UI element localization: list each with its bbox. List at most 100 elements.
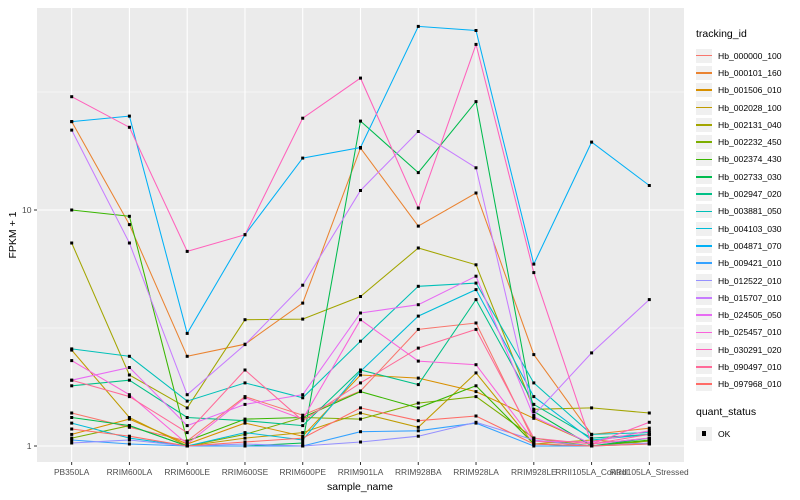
point-Hb_002131_040 [70,241,74,245]
point-Hb_009421_010 [127,442,131,446]
point-Hb_097968_010 [301,436,305,440]
point-Hb_024505_050 [243,402,247,406]
legend-line-swatch [696,169,712,184]
point-Hb_024505_050 [127,366,131,369]
point-Hb_024505_050 [359,311,362,315]
point-Hb_001506_010 [416,376,420,380]
legend-line-swatch [696,342,712,357]
point-Hb_002374_430 [301,416,305,419]
point-Hb_002232_450 [359,417,362,421]
point-Hb_001506_010 [70,432,74,436]
legend-title-quant-status: quant_status [696,405,757,418]
legend-item-label: Hb_000000_100 [718,50,782,61]
point-Hb_015707_010 [301,283,305,287]
point-Hb_002131_040 [416,246,420,250]
point-Hb_002131_040 [127,373,131,377]
legend-line-swatch [696,83,712,98]
point-Hb_000101_160 [474,191,478,195]
point-Hb_002131_040 [474,263,478,267]
point-Hb_002028_100 [243,436,247,440]
legend-line-swatch [696,221,712,236]
point-Hb_002374_430 [416,406,420,410]
legend-item: Hb_002131_040 [696,116,798,133]
point-Hb_002947_020 [127,378,131,382]
point-Hb_004103_030 [474,288,478,292]
point-Hb_004871_070 [532,262,536,266]
legend-items: Hb_000000_100 Hb_000101_160 Hb_001506_010 H… [696,47,798,393]
legend-item-label: Hb_090497_010 [718,361,782,372]
legend-item-label: Hb_002374_430 [718,154,782,165]
legend-item: Hb_003881_050 [696,203,798,220]
point-Hb_025457_010 [416,359,420,363]
point-Hb_090497_010 [127,395,131,399]
point-Hb_024505_050 [185,424,189,428]
point-Hb_002374_430 [474,384,478,388]
x-tick-label: PB350LA [54,467,90,477]
point-Hb_097968_010 [359,406,362,410]
point-Hb_025457_010 [243,396,247,400]
point-Hb_004871_070 [301,156,305,160]
point-Hb_024505_050 [647,436,651,440]
point-Hb_004871_070 [474,29,478,32]
point-Hb_000101_160 [185,354,189,358]
point-Hb_003881_050 [301,396,305,400]
point-Hb_015707_010 [590,351,594,355]
point-Hb_012522_010 [243,442,247,446]
point-Hb_030291_020 [532,271,536,275]
legend-quant-status: quant_status OK [696,406,798,442]
point-Hb_097968_010 [127,434,131,438]
legend-item: Hb_004103_030 [696,220,798,237]
legend-item-ok: OK [696,425,798,442]
point-Hb_090497_010 [474,327,478,331]
legend-item: Hb_000101_160 [696,64,798,81]
legend-item-label: Hb_004103_030 [718,223,782,234]
point-Hb_004103_030 [590,438,594,442]
point-Hb_025457_010 [127,393,131,397]
legend-line-swatch [696,152,712,167]
legend-line-swatch [696,238,712,253]
legend-line-swatch [696,308,712,323]
point-Hb_001506_010 [359,373,362,377]
legend-item-label: Hb_030291_020 [718,344,782,355]
point-Hb_090497_010 [243,368,247,372]
point-Hb_015707_010 [70,128,74,132]
point-Hb_090497_010 [590,442,594,446]
legend-item-label: Hb_000101_160 [718,67,782,78]
point-Hb_002028_100 [474,371,478,375]
point-Hb_004103_030 [359,369,362,373]
x-tick-label: RRIM600SE [222,467,269,477]
legend-line-swatch [696,187,712,202]
legend-line-swatch [696,204,712,219]
point-Hb_002947_020 [474,298,478,302]
point-Hb_090497_010 [532,436,536,440]
legend-item: Hb_000000_100 [696,47,798,64]
point-Hb_004871_070 [127,114,131,118]
point-Hb_090497_010 [359,381,362,385]
point-Hb_002131_040 [359,295,362,298]
point-Hb_009421_010 [532,444,536,448]
legend-item-label: Hb_004871_070 [718,240,782,251]
point-Hb_002733_030 [127,424,131,428]
point-Hb_002374_430 [127,214,131,218]
point-Hb_097968_010 [532,442,536,446]
point-Hb_003881_050 [70,347,74,351]
point-Hb_015707_010 [185,393,189,397]
x-axis-title: sample_name [327,481,393,493]
point-Hb_015707_010 [532,413,536,417]
point-Hb_090497_010 [185,431,189,435]
legend-line-swatch [696,256,712,271]
point-Hb_002232_450 [70,436,74,440]
point-Hb_025457_010 [359,318,362,322]
legend-item-label: Hb_002232_450 [718,137,782,148]
legend-item: Hb_012522_010 [696,272,798,289]
point-Hb_002131_040 [647,411,651,415]
legend-item: Hb_090497_010 [696,358,798,375]
point-Hb_000000_100 [416,327,420,331]
point-Hb_030291_020 [243,233,247,237]
point-Hb_003881_050 [127,354,131,358]
point-Hb_002131_040 [532,407,536,411]
point-Hb_012522_010 [301,444,305,448]
legend-line-swatch [696,100,712,115]
point-Hb_015707_010 [647,298,651,302]
